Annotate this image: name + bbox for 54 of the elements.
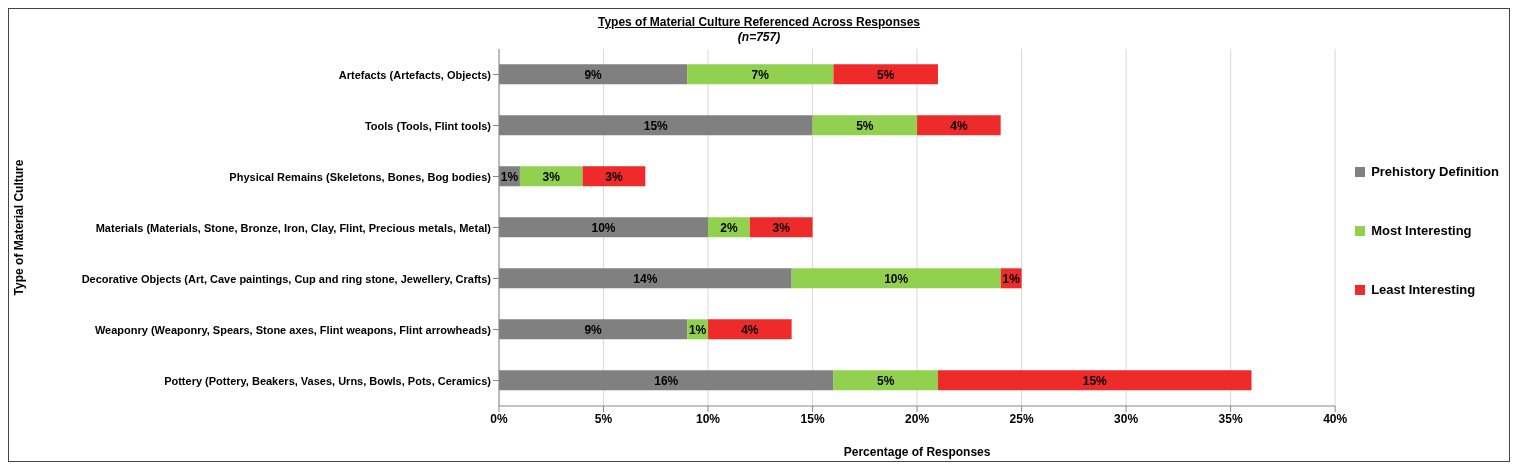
y-axis-title: Type of Material Culture [12,159,27,296]
bar [687,64,834,85]
chart-subtitle: (n=757) [736,30,782,45]
chart-title: Types of Material Culture Referenced Across Responses [596,15,922,30]
data-label: 3% [542,169,561,184]
data-label: 7% [751,67,770,82]
x-tick-label: 40% [1323,411,1348,426]
data-label: 5% [856,118,874,133]
x-tick-label: 15% [800,411,825,426]
data-label: 4% [741,322,759,337]
legend-label: Least Interesting [1371,282,1476,297]
data-label: 10% [884,271,909,286]
x-tick-label: 20% [905,411,930,426]
data-label: 5% [877,373,895,388]
data-label: 4% [950,118,968,133]
data-label: 9% [584,322,603,337]
x-tick-label: 5% [594,411,613,426]
legend-label: Most Interesting [1371,223,1472,238]
y-tick-label: Materials (Materials, Stone, Bronze, Iron, Clay, Flint, Precious metals, Metal) [95,221,492,234]
y-tick-label: Weaponry (Weaponry, Spears, Stone axes, Flint weapons, Flint arrowheads) [94,323,492,336]
data-label: 9% [584,67,603,82]
bar [708,319,792,340]
data-label: 3% [605,169,623,184]
data-label: 3% [772,220,791,235]
bar [833,370,938,391]
y-tick-label: Decorative Objects (Art, Cave paintings, Cup and ring stone, Jewellery, Crafts) [81,272,492,285]
data-label: 5% [877,67,895,82]
bar [833,64,938,85]
x-tick-label: 0% [490,411,508,426]
bar [812,115,918,136]
legend-label: Prehistory Definition [1371,164,1499,179]
y-tick-label: Physical Remains (Skeletons, Bones, Bog bodies) [229,170,492,183]
data-label: 15% [1082,373,1108,388]
bar [791,268,1001,289]
x-axis-title: Percentage of Responses [843,445,991,459]
data-label: 16% [654,373,679,388]
data-label: 1% [688,322,707,337]
x-tick-label: 35% [1218,411,1243,426]
data-label: 14% [633,271,658,286]
bar [749,217,813,238]
x-tick-label: 30% [1114,411,1139,426]
bar [937,370,1252,391]
bar [917,115,1001,136]
x-tick-label: 25% [1009,411,1034,426]
data-label: 15% [643,118,669,133]
y-tick-label: Tools (Tools, Flint tools) [364,119,492,132]
bar [519,166,583,187]
data-label: 1% [1002,271,1021,286]
x-tick-label: 10% [696,411,721,426]
data-label: 10% [591,220,616,235]
data-label: 2% [720,220,738,235]
y-tick-label: Artefacts (Artefacts, Objects) [338,68,492,81]
data-label: 1% [500,169,519,184]
y-tick-label: Pottery (Pottery, Beakers, Vases, Urns, Bowls, Pots, Ceramics) [164,374,492,387]
